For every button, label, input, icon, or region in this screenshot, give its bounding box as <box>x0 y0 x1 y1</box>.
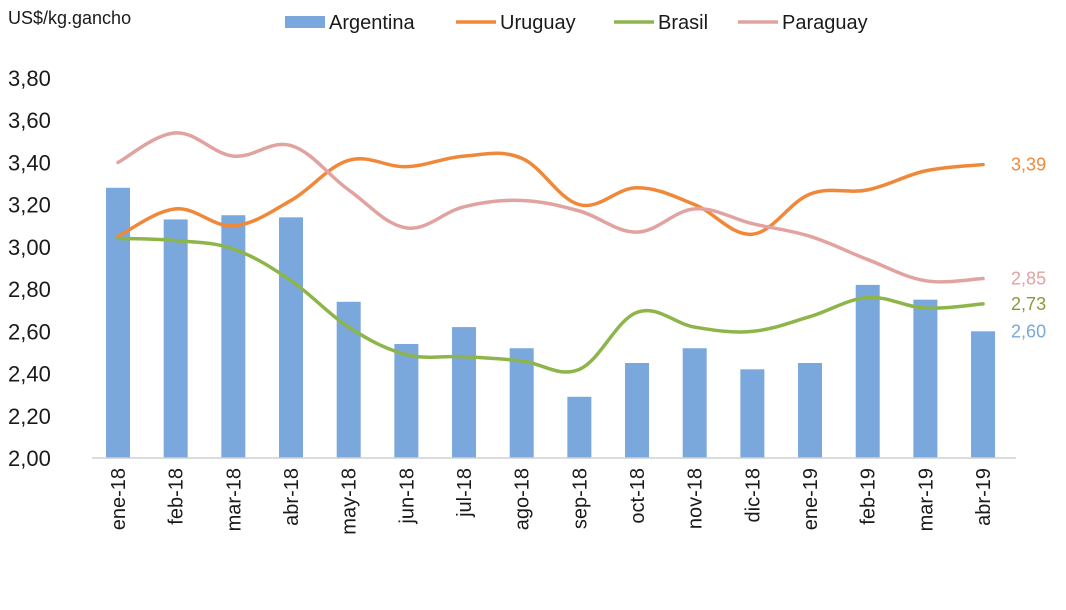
line-uruguay <box>116 151 985 239</box>
legend: Argentina Uruguay Brasil Paraguay <box>285 12 868 34</box>
x-tick-label: may-18 <box>339 468 361 535</box>
y-tick-label: 3,20 <box>8 193 51 218</box>
legend-label-paraguay: Paraguay <box>782 12 868 34</box>
y-axis-label: US$/kg.gancho <box>8 8 131 28</box>
x-tick-label: abr-19 <box>973 468 995 526</box>
bar-ene-18 <box>106 187 130 458</box>
bar-jun-18 <box>394 344 419 458</box>
legend-label-brasil: Brasil <box>658 12 708 34</box>
y-tick-label: 2,20 <box>8 404 51 429</box>
y-tick-label: 3,00 <box>8 235 51 260</box>
y-tick-label: 3,80 <box>8 66 51 91</box>
bar-sep-18 <box>567 396 592 458</box>
x-tick-label: dic-18 <box>742 468 764 522</box>
x-tick-label: mar-18 <box>223 468 245 531</box>
legend-swatch-argentina <box>285 16 325 28</box>
end-label-paraguay: 2,85 <box>1011 269 1046 289</box>
legend-label-uruguay: Uruguay <box>500 12 576 34</box>
y-tick-label: 2,00 <box>8 446 51 471</box>
bar-dic-18 <box>740 369 765 458</box>
bar-feb-19 <box>855 284 880 458</box>
bar-abr-18 <box>279 217 304 458</box>
x-tick-label: sep-18 <box>569 468 591 529</box>
line-brasil <box>116 236 985 374</box>
x-axis-ticks: ene-18 feb-18 mar-18 abr-18 may-18 jun-18 jul-… <box>108 468 995 535</box>
y-tick-label: 2,80 <box>8 277 51 302</box>
x-tick-label: feb-18 <box>166 468 188 525</box>
x-tick-label: ene-19 <box>800 468 822 530</box>
x-tick-label: mar-19 <box>915 468 937 531</box>
x-tick-label: nov-18 <box>685 468 707 529</box>
x-tick-label: jun-18 <box>396 468 418 525</box>
bar-feb-18 <box>163 219 188 458</box>
bar-jul-18 <box>452 327 477 458</box>
y-axis-ticks: 2,00 2,20 2,40 2,60 2,80 3,00 3,20 3,40 3,60 3,80 <box>8 66 51 471</box>
legend-label-argentina: Argentina <box>329 12 415 34</box>
series-lines <box>116 131 985 374</box>
argentina-bars <box>106 187 996 458</box>
y-tick-label: 2,40 <box>8 362 51 387</box>
bar-ago-18 <box>509 348 534 458</box>
x-tick-label: abr-18 <box>281 468 303 526</box>
x-tick-label: ago-18 <box>512 468 534 530</box>
bar-mar-19 <box>913 299 938 458</box>
bar-mar-18 <box>221 215 246 458</box>
end-label-brasil: 2,73 <box>1011 294 1046 314</box>
end-label-uruguay: 3,39 <box>1011 155 1046 175</box>
y-tick-label: 3,60 <box>8 108 51 133</box>
bar-oct-18 <box>625 363 650 458</box>
y-tick-label: 2,60 <box>8 319 51 344</box>
x-tick-label: ene-18 <box>108 468 130 530</box>
bar-nov-18 <box>682 348 707 458</box>
x-tick-label: oct-18 <box>627 468 649 524</box>
y-tick-label: 3,40 <box>8 150 51 175</box>
x-tick-label: feb-19 <box>858 468 880 525</box>
bar-abr-19 <box>971 331 996 458</box>
bar-ene-19 <box>798 363 823 458</box>
x-tick-label: jul-18 <box>454 468 476 518</box>
line-paraguay <box>116 131 985 284</box>
end-label-argentina: 2,60 <box>1011 321 1046 341</box>
end-labels: 3,39 2,85 2,73 2,60 <box>1011 155 1046 342</box>
